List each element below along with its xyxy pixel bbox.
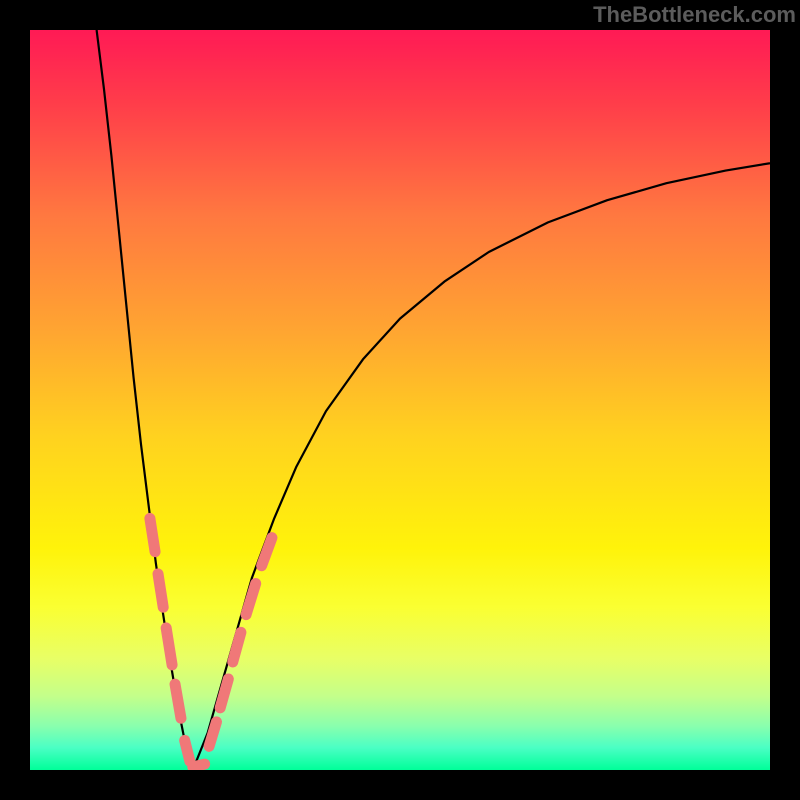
dash-segment bbox=[220, 679, 228, 708]
dash-segment bbox=[262, 538, 272, 566]
dash-segment bbox=[209, 722, 216, 746]
dash-segment bbox=[185, 740, 190, 761]
dash-segment bbox=[193, 764, 205, 767]
v-curve bbox=[97, 30, 770, 770]
dash-segment bbox=[175, 684, 181, 718]
curve-layer bbox=[30, 30, 770, 770]
dash-segment bbox=[166, 628, 172, 665]
dash-segment bbox=[233, 632, 241, 662]
watermark-text: TheBottleneck.com bbox=[593, 0, 800, 28]
plot-area bbox=[30, 30, 770, 770]
dash-segment bbox=[246, 584, 256, 615]
chart-frame: TheBottleneck.com bbox=[0, 0, 800, 800]
dash-segment bbox=[150, 518, 155, 551]
dash-segment bbox=[158, 574, 163, 607]
dash-overlay bbox=[150, 518, 272, 767]
